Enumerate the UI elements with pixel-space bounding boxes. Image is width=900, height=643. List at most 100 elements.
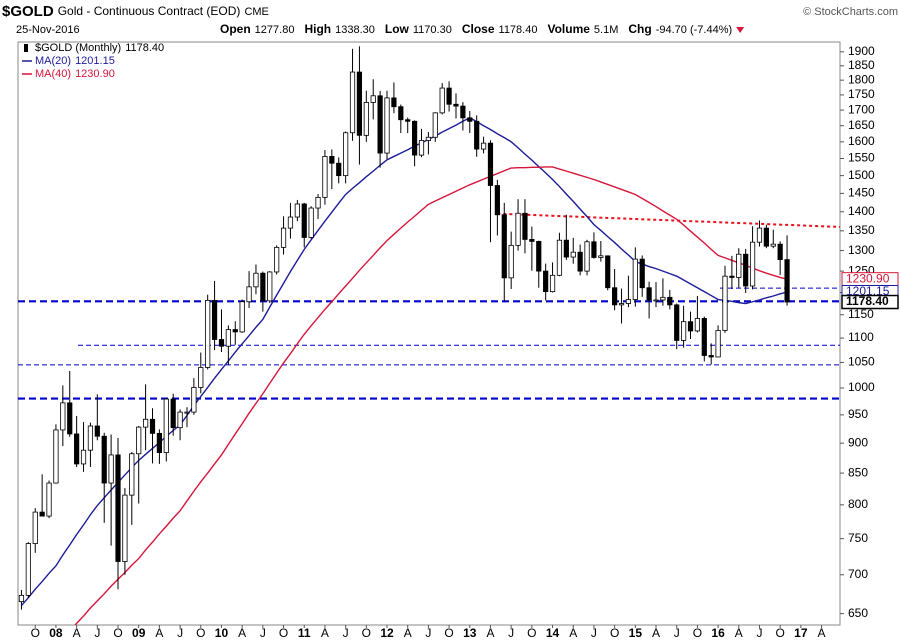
candle-body	[508, 244, 514, 279]
candle-body	[108, 454, 114, 484]
y-tick-label: 1600	[848, 134, 875, 148]
candle-body	[763, 227, 769, 247]
candle-body	[253, 272, 259, 288]
x-tick-label: J	[260, 626, 266, 640]
quote-label: Chg	[628, 22, 651, 36]
legend-name: MA(20)	[35, 55, 71, 67]
candle-body	[184, 411, 190, 414]
candle-body	[315, 196, 321, 209]
candle-body	[239, 301, 245, 333]
candle-body	[294, 203, 300, 218]
candle-body	[639, 258, 645, 289]
y-tick-label: 800	[848, 497, 868, 511]
candle-body	[529, 239, 535, 242]
candle-body	[605, 255, 611, 289]
candle-body	[432, 112, 438, 138]
x-tick-label: A	[73, 626, 81, 640]
quote-label: Open	[220, 22, 251, 36]
legend-value: 1178.40	[125, 42, 164, 54]
quote-label: Low	[385, 22, 410, 36]
x-tick-label: O	[362, 626, 371, 640]
candle-body	[191, 387, 197, 413]
candle-body	[405, 119, 411, 122]
x-tick-label: A	[321, 626, 329, 640]
symbol: $GOLD	[2, 3, 54, 20]
x-tick-label: 16	[711, 626, 725, 640]
x-tick-label: O	[610, 626, 619, 640]
candle-body	[694, 318, 700, 332]
candle-body	[53, 429, 59, 484]
candle-body	[322, 156, 328, 198]
candle-body	[439, 87, 445, 114]
y-tick-label: 950	[848, 407, 868, 421]
candle-body	[598, 255, 604, 258]
candle-body	[756, 227, 763, 243]
candle-body	[205, 300, 211, 368]
candle-body	[329, 156, 335, 164]
candle-body	[336, 162, 342, 177]
candle-body	[274, 246, 280, 273]
y-tick-label: 1350	[848, 223, 875, 237]
candle-body	[232, 329, 238, 333]
y-tick-label: 1700	[848, 102, 875, 116]
candle-body	[584, 241, 590, 272]
y-tick-label: 1100	[848, 330, 874, 344]
y-tick-label: 1900	[848, 44, 875, 58]
candle-body	[46, 482, 52, 517]
candle-body	[87, 425, 94, 451]
candle-body	[143, 418, 149, 428]
quote-value: 1277.80	[255, 24, 295, 36]
price-label: 1201.15	[846, 284, 890, 298]
x-tick-label: J	[177, 626, 183, 640]
quote-label: Volume	[547, 22, 590, 36]
candle-body	[494, 185, 500, 216]
candle-body	[474, 120, 480, 150]
candle-body	[687, 321, 694, 332]
x-tick-label: A	[486, 626, 494, 640]
x-tick-label: J	[343, 626, 349, 640]
candle-body	[660, 296, 666, 301]
candle-body	[370, 95, 376, 103]
candle-body	[280, 227, 287, 248]
y-tick-label: 1000	[848, 380, 875, 394]
x-tick-label: A	[155, 626, 163, 640]
x-tick-label: J	[756, 626, 762, 640]
candle-body	[39, 511, 45, 517]
candle-body	[736, 253, 742, 278]
candle-body	[25, 543, 31, 596]
plot-area	[18, 46, 840, 625]
candle-body	[729, 275, 735, 278]
candle-body	[287, 216, 294, 229]
y-tick-label: 900	[848, 435, 868, 449]
candle-body	[398, 106, 404, 121]
x-tick-label: A	[735, 626, 743, 640]
y-tick-label: 1150	[848, 307, 874, 321]
candle-body	[453, 103, 459, 107]
candle-body	[211, 300, 218, 340]
candle-body	[708, 355, 714, 358]
price-label: 1178.40	[846, 294, 889, 308]
candle-body	[343, 132, 349, 177]
candle-body	[32, 511, 38, 544]
candle-body	[681, 321, 687, 341]
candle-body	[667, 296, 673, 306]
legend-name: MA(40)	[35, 68, 71, 80]
candle-body	[777, 243, 783, 260]
x-tick-label: 13	[463, 626, 477, 640]
candle-body	[674, 304, 680, 341]
candle-body	[784, 259, 790, 303]
candle-body	[612, 287, 618, 306]
y-tick-label: 1850	[848, 58, 875, 72]
exchange: CME	[244, 6, 268, 18]
candle-body	[515, 212, 521, 246]
copyright: © StockCharts.com	[803, 6, 898, 18]
candle-body	[198, 367, 204, 388]
candle-body	[170, 398, 176, 429]
x-tick-label: O	[444, 626, 453, 640]
candle-body	[129, 453, 135, 496]
x-tick-label: J	[425, 626, 431, 640]
y-tick-label: 750	[848, 531, 868, 545]
quote-value: -94.70 (-7.44%)	[656, 24, 732, 36]
candle-body	[246, 286, 252, 303]
